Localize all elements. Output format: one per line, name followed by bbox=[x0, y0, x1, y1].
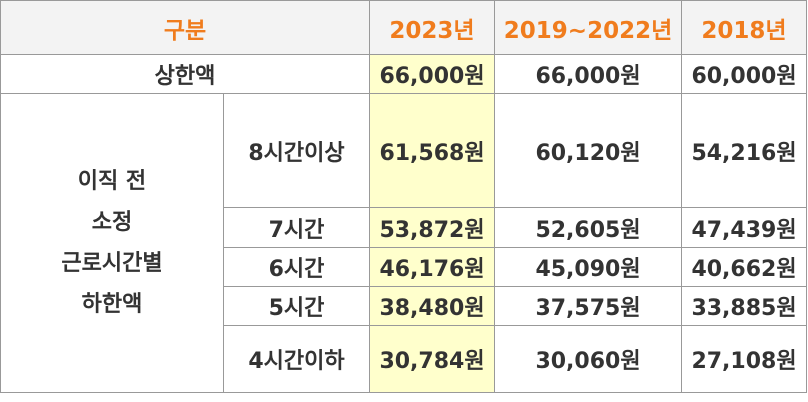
value-2018-cell: 40,662원 bbox=[681, 247, 808, 287]
value-2023-cell: 30,784원 bbox=[369, 325, 496, 393]
value-2018-cell: 27,108원 bbox=[681, 325, 808, 393]
header-2023: 2023년 bbox=[369, 0, 496, 55]
table-row: 4시간이하 30,784원 30,060원 27,108원 bbox=[1, 325, 808, 393]
value-2018-cell: 33,885원 bbox=[681, 286, 808, 326]
header-row: 구분 2023년 2019~2022년 2018년 bbox=[0, 0, 808, 55]
value-2019-2022-cell: 30,060원 bbox=[494, 325, 683, 393]
lower-limit-label-line: 소정 bbox=[91, 210, 133, 235]
value-2023-cell: 38,480원 bbox=[369, 286, 496, 326]
value-2019-2022-cell: 52,605원 bbox=[494, 207, 683, 248]
value-2019-2022-cell: 60,120원 bbox=[494, 93, 683, 208]
value-2023-cell: 46,176원 bbox=[369, 247, 496, 287]
table-row: 5시간 38,480원 37,575원 33,885원 bbox=[1, 286, 808, 326]
header-2018: 2018년 bbox=[681, 0, 808, 55]
upper-limit-2023: 66,000원 bbox=[369, 54, 496, 94]
value-2019-2022-cell: 37,575원 bbox=[494, 286, 683, 326]
upper-limit-2018: 60,000원 bbox=[681, 54, 808, 94]
benefit-limits-table: 구분 2023년 2019~2022년 2018년 상한액 66,000원 66… bbox=[0, 0, 808, 393]
header-category: 구분 bbox=[0, 0, 371, 55]
hours-cell: 7시간 bbox=[222, 207, 371, 248]
table-row: 6시간 46,176원 45,090원 40,662원 bbox=[1, 247, 808, 287]
lower-limit-label-line: 근로시간별 bbox=[61, 251, 163, 276]
lower-limit-label-line: 하한액 bbox=[81, 292, 143, 317]
hours-cell: 4시간이하 bbox=[222, 325, 371, 393]
upper-limit-row: 상한액 66,000원 66,000원 60,000원 bbox=[0, 54, 808, 94]
value-2018-cell: 47,439원 bbox=[681, 207, 808, 248]
value-2023-cell: 61,568원 bbox=[369, 93, 496, 208]
hours-cell: 6시간 bbox=[222, 247, 371, 287]
lower-limit-label: 이직 전 소정 근로시간별 하한액 bbox=[0, 93, 224, 393]
value-2019-2022-cell: 45,090원 bbox=[494, 247, 683, 287]
hours-cell: 8시간이상 bbox=[222, 93, 371, 208]
header-2019-2022: 2019~2022년 bbox=[494, 0, 683, 55]
lower-limit-label-line: 이직 전 bbox=[77, 169, 147, 194]
table-row: 이직 전 소정 근로시간별 하한액 8시간이상 61,568원 60,120원 … bbox=[0, 93, 808, 393]
hours-cell: 5시간 bbox=[222, 286, 371, 326]
value-2023-cell: 53,872원 bbox=[369, 207, 496, 248]
table-row: 7시간 53,872원 52,605원 47,439원 bbox=[1, 207, 808, 248]
upper-limit-2019-2022: 66,000원 bbox=[494, 54, 683, 94]
value-2018-cell: 54,216원 bbox=[681, 93, 808, 208]
upper-limit-label: 상한액 bbox=[0, 54, 371, 94]
